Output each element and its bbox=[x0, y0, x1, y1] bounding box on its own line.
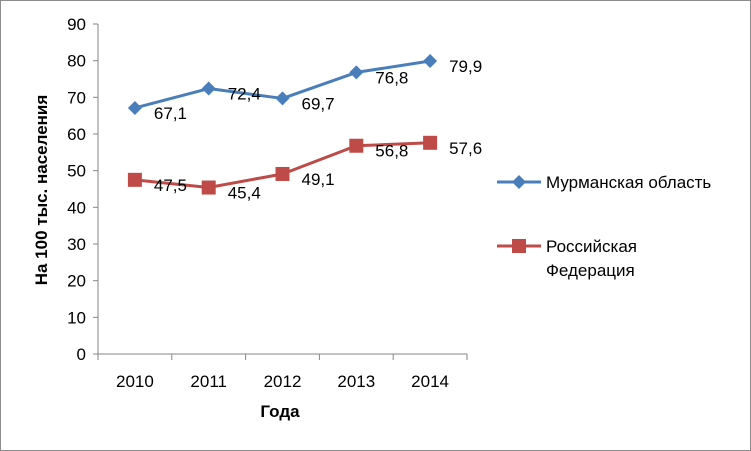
legend-item-russia: Российская Федерация bbox=[497, 237, 637, 280]
data-point-diamond bbox=[349, 65, 364, 80]
x-tick-label: 2012 bbox=[264, 372, 302, 391]
x-tick-label: 2013 bbox=[337, 372, 375, 391]
data-label: 56,8 bbox=[375, 142, 408, 161]
data-point-diamond bbox=[201, 81, 216, 96]
data-label: 67,1 bbox=[154, 104, 187, 123]
data-label: 79,9 bbox=[449, 57, 482, 76]
y-tick-label: 80 bbox=[67, 52, 86, 71]
data-label: 69,7 bbox=[302, 94, 335, 113]
y-tick-label: 0 bbox=[77, 345, 86, 364]
data-point-diamond bbox=[423, 54, 438, 69]
y-tick-label: 30 bbox=[67, 235, 86, 254]
data-point-diamond bbox=[275, 91, 290, 106]
data-label: 47,5 bbox=[154, 176, 187, 195]
y-tick-label: 40 bbox=[67, 198, 86, 217]
legend-label-russia-line2: Федерация bbox=[546, 261, 635, 280]
x-axis-ticks: 2010 2011 2012 2013 2014 bbox=[97, 354, 468, 391]
data-label: 57,6 bbox=[449, 139, 482, 158]
series-layer bbox=[127, 54, 438, 195]
data-label: 76,8 bbox=[375, 68, 408, 87]
y-tick-label: 10 bbox=[67, 308, 86, 327]
data-point-square bbox=[201, 180, 216, 195]
legend-marker-russia bbox=[512, 239, 526, 253]
data-labels: 67,1 72,4 69,7 76,8 79,9 47,5 45,4 49,1 56,8 57,6 bbox=[154, 57, 482, 203]
data-point-diamond bbox=[127, 100, 142, 115]
y-tick-label: 50 bbox=[67, 162, 86, 181]
x-axis-title: Года bbox=[260, 402, 300, 421]
data-label: 45,4 bbox=[228, 184, 261, 203]
legend-label-murmansk: Мурманская область bbox=[546, 173, 711, 192]
data-point-square bbox=[349, 138, 364, 153]
y-tick-label: 70 bbox=[67, 88, 86, 107]
data-point-square bbox=[127, 172, 142, 187]
data-label: 72,4 bbox=[228, 85, 261, 104]
legend-item-murmansk: Мурманская область bbox=[497, 173, 711, 192]
data-label: 49,1 bbox=[302, 170, 335, 189]
legend-marker-murmansk bbox=[512, 175, 526, 189]
legend-label-russia-line1: Российская bbox=[546, 237, 637, 256]
y-tick-label: 60 bbox=[67, 125, 86, 144]
legend: Мурманская область Российская Федерация bbox=[497, 173, 711, 280]
y-tick-label: 20 bbox=[67, 272, 86, 291]
x-tick-label: 2010 bbox=[116, 372, 154, 391]
data-point-square bbox=[423, 135, 438, 150]
y-axis-ticks: 0 10 20 30 40 50 60 70 80 90 bbox=[67, 15, 98, 364]
x-tick-label: 2011 bbox=[190, 372, 227, 391]
y-axis-title: На 100 тыс. населения bbox=[32, 95, 51, 286]
data-point-square bbox=[275, 166, 290, 181]
x-tick-label: 2014 bbox=[411, 372, 449, 391]
y-tick-label: 90 bbox=[67, 15, 86, 34]
